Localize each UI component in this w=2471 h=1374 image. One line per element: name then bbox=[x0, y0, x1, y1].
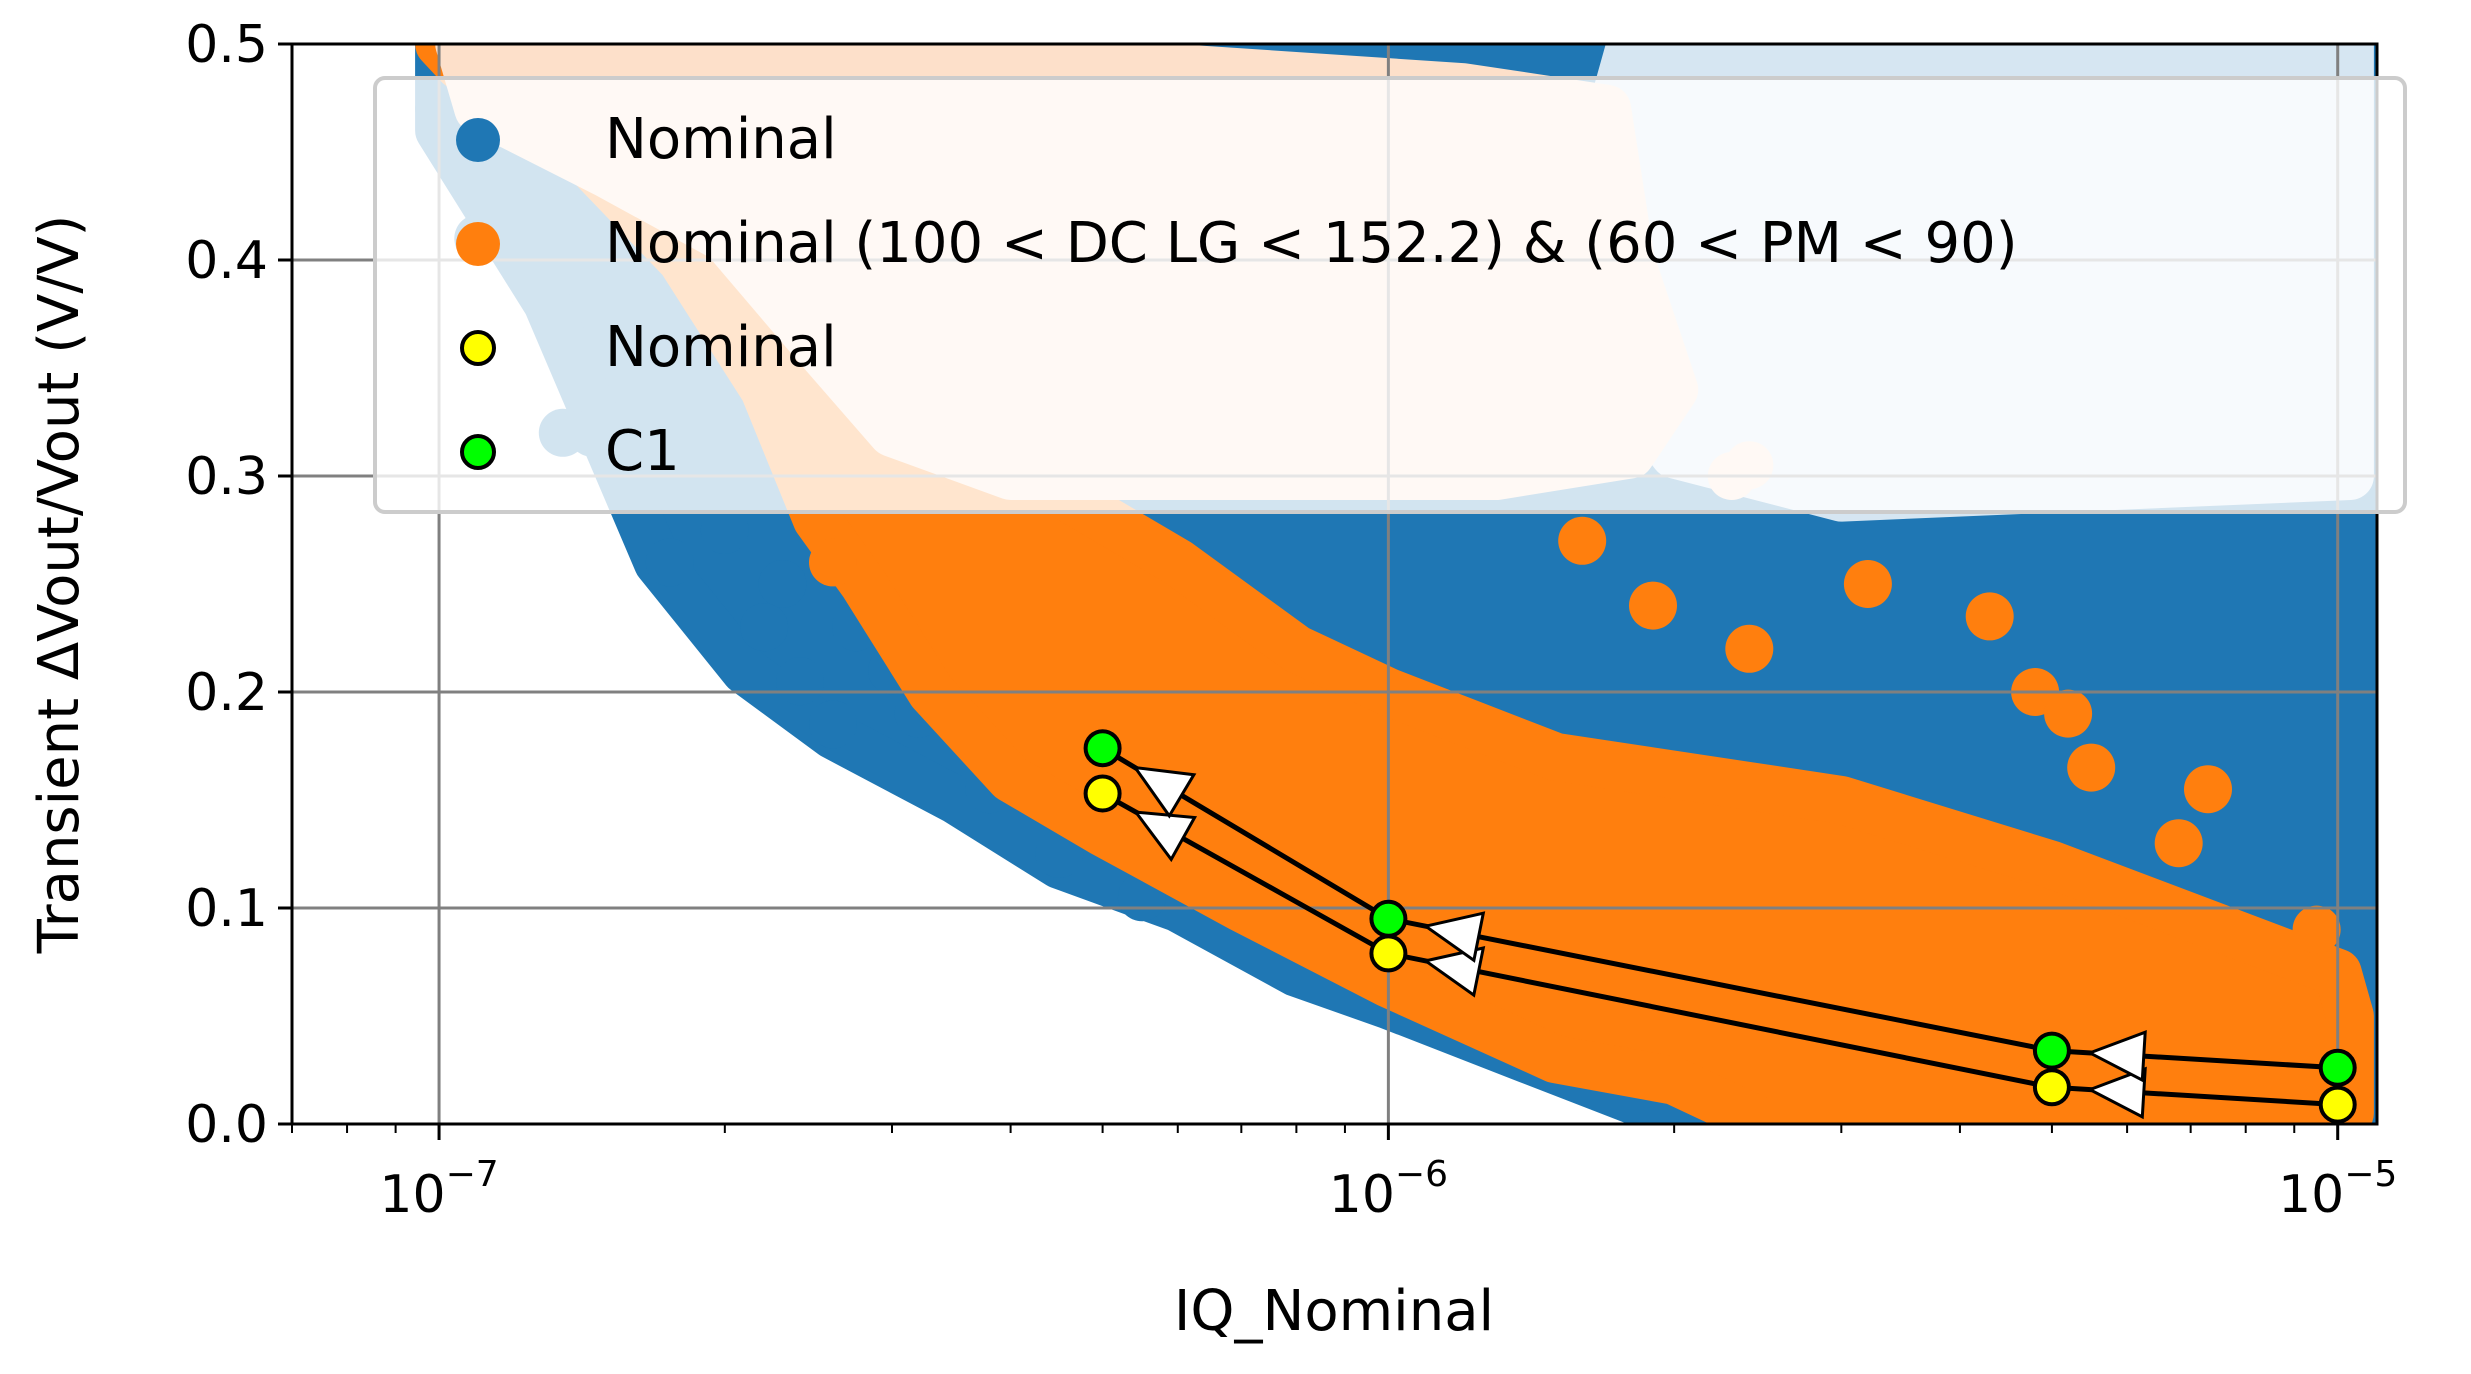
trajectory-arrow bbox=[2086, 1066, 2147, 1120]
filtered-point bbox=[1558, 516, 1607, 565]
filtered-point bbox=[1965, 592, 2014, 641]
nominal-point bbox=[809, 700, 857, 749]
filtered-point bbox=[809, 538, 857, 587]
nominal-point bbox=[758, 560, 807, 608]
filtered-point bbox=[2067, 743, 2116, 792]
trajectory-line-0 bbox=[1101, 791, 2338, 1108]
nominal-point bbox=[1035, 830, 1084, 878]
trajectory-arrow bbox=[1422, 911, 1486, 963]
filtered-point bbox=[2154, 819, 2203, 868]
trajectory-point-1 bbox=[1083, 729, 1122, 768]
legend-marker-nominal bbox=[456, 118, 500, 162]
trajectory-point-1 bbox=[2032, 1031, 2071, 1070]
trajectory-arrow bbox=[1132, 765, 1197, 819]
axis-ticks: 0.0 0.1 0.2 0.3 0.4 0.5 10−7 10−6 10−5 bbox=[185, 15, 2397, 1225]
y-tick-label: 0.0 bbox=[185, 1095, 268, 1155]
x-tick-label: 10−6 bbox=[1329, 1154, 1448, 1225]
x-tick-label: 10−5 bbox=[2278, 1154, 2397, 1225]
trajectory-point-0 bbox=[1369, 934, 1408, 973]
legend-label-nominal-trajectory: Nominal bbox=[605, 315, 837, 380]
filtered-point bbox=[1843, 560, 1892, 608]
y-axis-label: Transient ΔVout/Vout (V/V) bbox=[27, 215, 92, 955]
legend-label-nominal: Nominal bbox=[605, 107, 837, 172]
plot-frame bbox=[290, 42, 2379, 1126]
legend-box bbox=[373, 76, 2407, 514]
y-tick-label: 0.5 bbox=[185, 15, 268, 75]
nominal-point bbox=[740, 603, 789, 652]
y-tick-label: 0.3 bbox=[185, 447, 268, 507]
trajectory-series bbox=[1083, 729, 2357, 1124]
nominal-point bbox=[700, 506, 749, 554]
filtered-point bbox=[1725, 624, 1774, 673]
y-tick-label: 0.1 bbox=[185, 879, 268, 939]
trajectory-point-1 bbox=[2318, 1048, 2357, 1087]
filtered-point bbox=[2292, 905, 2341, 954]
filtered-point bbox=[2044, 689, 2093, 738]
legend-label-c1: C1 bbox=[605, 419, 680, 484]
trajectory-line-1 bbox=[1101, 746, 2338, 1071]
legend-marker-nominal-filtered bbox=[456, 222, 500, 266]
trajectory-arrow bbox=[1132, 810, 1198, 863]
trajectory-point-0 bbox=[1083, 774, 1122, 813]
legend-label-nominal-filtered: Nominal (100 < DC LG < 152.2) & (60 < PM… bbox=[605, 211, 2018, 276]
nominal-point bbox=[776, 657, 824, 706]
filtered-point bbox=[1629, 581, 1677, 630]
legend-marker-nominal-trajectory bbox=[460, 330, 496, 366]
y-tick-label: 0.4 bbox=[185, 231, 268, 291]
trajectory-arrow bbox=[1421, 946, 1486, 998]
legend-marker-c1 bbox=[460, 434, 496, 470]
x-tick-label: 10−7 bbox=[379, 1154, 498, 1225]
y-tick-label: 0.2 bbox=[185, 663, 268, 723]
trajectory-point-1 bbox=[1369, 899, 1408, 938]
trajectory-point-0 bbox=[2318, 1085, 2357, 1124]
nominal-point bbox=[645, 538, 694, 587]
filtered-point bbox=[2184, 765, 2232, 814]
legend: Nominal Nominal (100 < DC LG < 152.2) & … bbox=[373, 76, 2407, 514]
trajectory-arrow bbox=[2086, 1029, 2147, 1083]
trajectory-point-0 bbox=[2032, 1068, 2071, 1107]
x-axis-label: IQ_Nominal bbox=[1174, 1279, 1494, 1344]
